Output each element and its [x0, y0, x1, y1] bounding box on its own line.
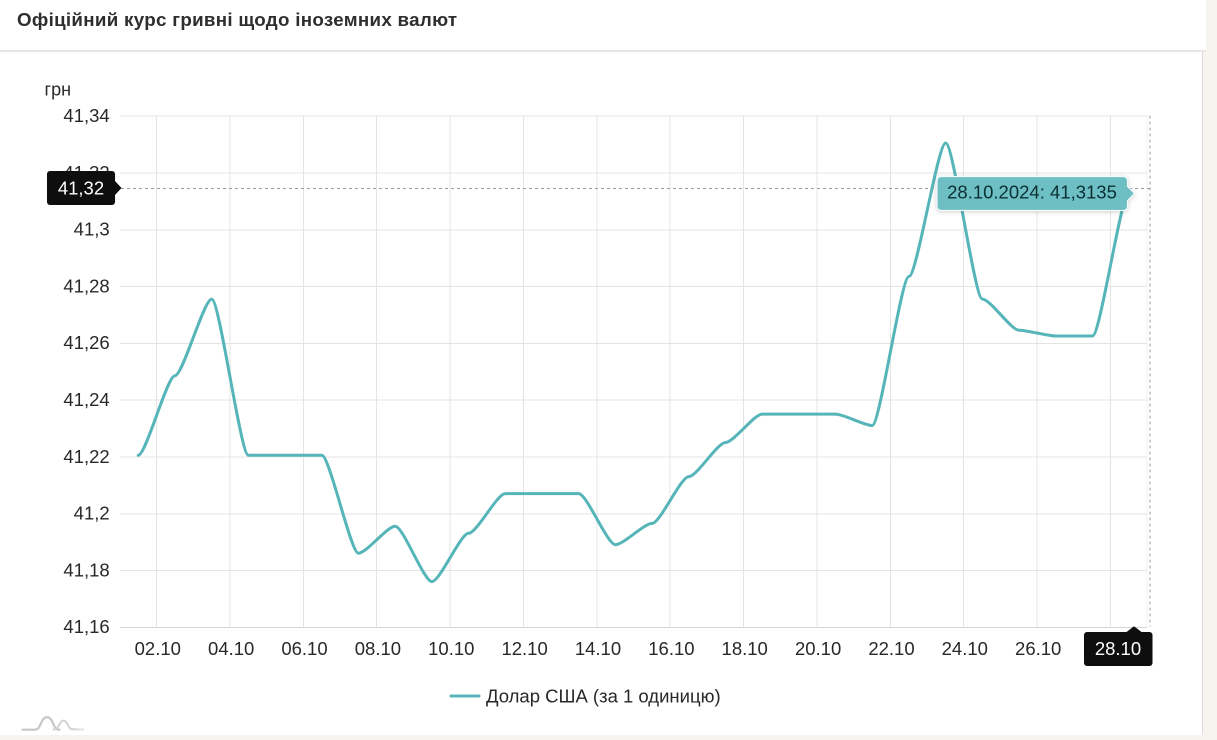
svg-text:41,3: 41,3 [74, 219, 110, 240]
svg-text:28.10.2024: 41,3135: 28.10.2024: 41,3135 [947, 181, 1117, 202]
svg-text:41,28: 41,28 [63, 275, 109, 296]
svg-text:грн: грн [45, 80, 72, 100]
svg-text:41,16: 41,16 [63, 616, 109, 637]
svg-text:02.10: 02.10 [135, 638, 181, 659]
svg-text:41,32: 41,32 [58, 178, 104, 199]
svg-text:12.10: 12.10 [501, 638, 547, 659]
svg-text:Долар США (за 1 одиницю): Долар США (за 1 одиницю) [486, 686, 721, 707]
svg-text:20.10: 20.10 [795, 638, 841, 659]
svg-text:14.10: 14.10 [575, 638, 621, 659]
svg-text:24.10: 24.10 [942, 638, 988, 659]
svg-text:41,24: 41,24 [63, 389, 109, 410]
svg-text:06.10: 06.10 [281, 638, 327, 659]
svg-text:16.10: 16.10 [648, 638, 694, 659]
svg-text:28.10: 28.10 [1095, 638, 1141, 659]
svg-text:41,34: 41,34 [63, 105, 109, 126]
svg-text:08.10: 08.10 [355, 638, 401, 659]
svg-text:41,2: 41,2 [74, 503, 110, 524]
svg-text:41,26: 41,26 [63, 332, 109, 353]
svg-text:10.10: 10.10 [428, 638, 474, 659]
svg-text:18.10: 18.10 [722, 638, 768, 659]
svg-text:26.10: 26.10 [1015, 638, 1061, 659]
svg-text:41,22: 41,22 [63, 446, 109, 467]
svg-text:22.10: 22.10 [868, 638, 914, 659]
svg-text:04.10: 04.10 [208, 638, 254, 659]
svg-text:41,18: 41,18 [63, 559, 109, 580]
